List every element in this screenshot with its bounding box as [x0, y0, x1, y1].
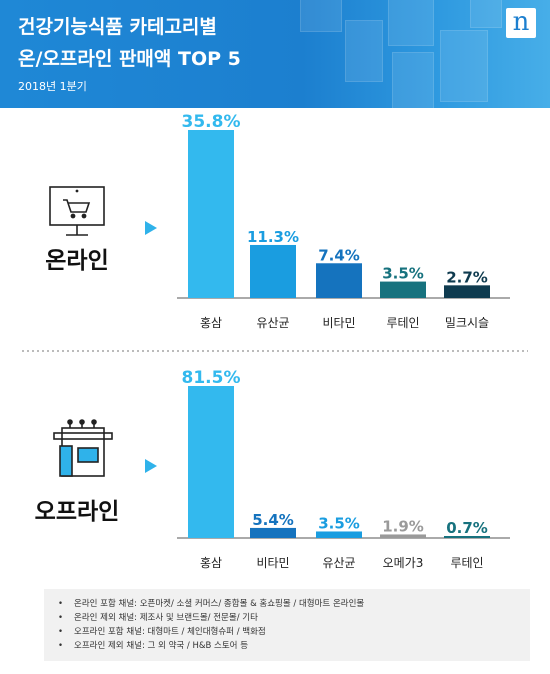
online-panel: 온라인 35.8% 홍삼 11.3% 유산균 7.4% 비타민 3.5% 루테인 2.7% 밀크시… — [45, 112, 510, 330]
category-label: 유산균 — [256, 316, 289, 330]
page-subtitle: 2018년 1분기 — [18, 80, 87, 93]
value-label: 0.7% — [446, 519, 488, 537]
decor-cube — [470, 0, 502, 28]
category-label: 루테인 — [450, 556, 483, 570]
value-label: 1.9% — [382, 517, 424, 535]
category-label: 밀크시슬 — [445, 316, 489, 330]
page-title-line1: 건강기능식품 카테고리별 — [18, 16, 217, 38]
value-label: 35.8% — [182, 112, 241, 132]
category-label: 유산균 — [322, 556, 355, 570]
decor-cube — [388, 0, 434, 46]
decor-cube — [392, 52, 434, 108]
footnote-item: 오프라인 제외 채널: 그 외 약국 / H&B 스토어 등 — [58, 639, 530, 653]
bar-밀크시슬 — [444, 285, 490, 298]
category-label: 홍삼 — [200, 556, 222, 570]
brand-logo: n — [506, 8, 536, 38]
category-label: 루테인 — [386, 316, 419, 330]
bar-홍삼 — [188, 386, 234, 538]
value-label: 11.3% — [247, 228, 299, 246]
header-banner: 건강기능식품 카테고리별 온/오프라인 판매액 TOP 5 2018년 1분기 … — [0, 0, 550, 108]
charts-area: 온라인 35.8% 홍삼 11.3% 유산균 7.4% 비타민 3.5% 루테인 2.7% 밀크시… — [22, 112, 528, 570]
offline-panel: 오프라인 81.5% 홍삼 5.4% 비타민 3.5% 유산균 1.9% 오메가3 0.7% 루테… — [35, 368, 510, 570]
panel-label-online: 온라인 — [45, 248, 108, 274]
page-title-line2: 온/오프라인 판매액 TOP 5 — [18, 48, 241, 70]
arrow-icon — [145, 221, 157, 235]
bar-비타민 — [316, 263, 362, 298]
store-icon — [53, 419, 113, 477]
decor-cube — [345, 20, 383, 82]
value-label: 3.5% — [318, 514, 360, 532]
bar-유산균 — [316, 531, 362, 538]
footnote-item: 온라인 제외 채널: 제조사 및 브랜드몰/ 전문몰/ 기타 — [58, 611, 530, 625]
footnote-item: 오프라인 포함 채널: 대형마트 / 체인대형슈퍼 / 백화점 — [58, 625, 530, 639]
bar-유산균 — [250, 244, 296, 298]
offline-bar-chart: 81.5% 홍삼 5.4% 비타민 3.5% 유산균 1.9% 오메가3 0.7% 루테인 — [182, 368, 490, 570]
category-label: 비타민 — [322, 316, 355, 330]
value-label: 81.5% — [182, 368, 241, 388]
category-label: 홍삼 — [200, 316, 222, 330]
decor-cube — [440, 30, 488, 102]
category-label: 비타민 — [256, 556, 289, 570]
online-bar-chart: 35.8% 홍삼 11.3% 유산균 7.4% 비타민 3.5% 루테인 2.7% 밀크시슬 — [182, 112, 490, 330]
value-label: 2.7% — [446, 268, 488, 286]
footnote-item: 온라인 포함 채널: 오픈마켓/ 소셜 커머스/ 종합몰 & 홈쇼핑몰 / 대형… — [58, 597, 530, 611]
value-label: 3.5% — [382, 265, 424, 283]
decor-cube — [300, 0, 342, 32]
monitor-dot — [75, 189, 79, 193]
arrow-icon — [145, 459, 157, 473]
bar-오메가3 — [380, 534, 426, 538]
bar-루테인 — [380, 281, 426, 298]
bar-비타민 — [250, 527, 296, 538]
bar-홍삼 — [188, 130, 234, 298]
value-label: 7.4% — [318, 246, 360, 264]
bar-루테인 — [444, 536, 490, 538]
footnotes-box: 온라인 포함 채널: 오픈마켓/ 소셜 커머스/ 종합몰 & 홈쇼핑몰 / 대형… — [44, 589, 530, 661]
value-label: 5.4% — [252, 511, 294, 529]
panel-label-offline: 오프라인 — [35, 499, 120, 525]
category-label: 오메가3 — [383, 556, 424, 570]
monitor-cart-icon — [49, 186, 105, 236]
